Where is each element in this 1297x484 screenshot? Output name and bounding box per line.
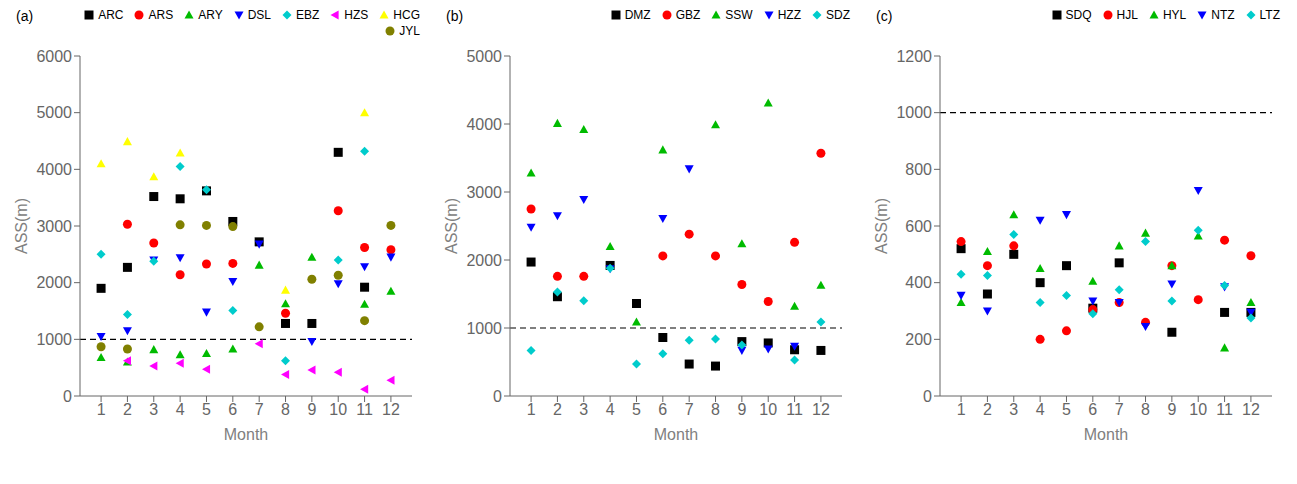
html-text:(a): (a) — [16, 8, 34, 24]
svg-text:6: 6 — [658, 401, 667, 418]
svg-text:6000: 6000 — [36, 48, 72, 65]
svg-text:Month: Month — [1084, 426, 1128, 443]
svg-text:0: 0 — [493, 388, 502, 405]
html-text:HZS: HZS — [344, 8, 369, 22]
svg-text:10: 10 — [759, 401, 777, 418]
svg-text:Month: Month — [224, 426, 268, 443]
svg-text:4: 4 — [1036, 401, 1045, 418]
svg-text:7: 7 — [255, 401, 264, 418]
svg-text:11: 11 — [1216, 401, 1233, 418]
html-text:NTZ: NTZ — [1211, 8, 1235, 22]
svg-text:8: 8 — [281, 401, 290, 418]
svg-text:6: 6 — [1088, 401, 1097, 418]
svg-text:11: 11 — [356, 401, 373, 418]
svg-text:800: 800 — [905, 161, 932, 178]
svg-text:3: 3 — [1009, 401, 1018, 418]
html-text:ARY: ARY — [198, 8, 223, 22]
html-text:(c): (c) — [876, 8, 893, 24]
html-text:SDQ: SDQ — [1065, 8, 1092, 22]
svg-text:5000: 5000 — [36, 104, 72, 121]
svg-text:9: 9 — [1167, 401, 1176, 418]
svg-text:2000: 2000 — [36, 274, 72, 291]
html-text:EBZ: EBZ — [296, 8, 320, 22]
svg-text:7: 7 — [685, 401, 694, 418]
svg-text:9: 9 — [307, 401, 316, 418]
svg-text:1000: 1000 — [896, 104, 932, 121]
svg-text:4: 4 — [606, 401, 615, 418]
svg-text:6: 6 — [228, 401, 237, 418]
html-text:DMZ: DMZ — [624, 8, 651, 22]
svg-text:4000: 4000 — [36, 161, 72, 178]
svg-text:3000: 3000 — [466, 184, 502, 201]
html-text:HCG: HCG — [393, 8, 420, 22]
svg-text:0: 0 — [63, 388, 72, 405]
html-text:ARC: ARC — [98, 8, 124, 22]
svg-text:4000: 4000 — [466, 116, 502, 133]
html-text:GBZ: GBZ — [675, 8, 701, 22]
svg-text:2: 2 — [983, 401, 992, 418]
svg-text:12: 12 — [382, 401, 400, 418]
svg-text:2000: 2000 — [466, 252, 502, 269]
svg-text:1: 1 — [957, 401, 966, 418]
svg-text:8: 8 — [1141, 401, 1150, 418]
svg-text:1000: 1000 — [36, 331, 72, 348]
svg-text:11: 11 — [786, 401, 803, 418]
svg-text:400: 400 — [905, 274, 932, 291]
svg-text:5: 5 — [632, 401, 641, 418]
html-text:HJL: HJL — [1116, 8, 1138, 22]
svg-text:9: 9 — [737, 401, 746, 418]
svg-text:12: 12 — [812, 401, 830, 418]
html-text:HZZ: HZZ — [777, 8, 801, 22]
svg-text:3000: 3000 — [36, 218, 72, 235]
svg-text:1: 1 — [527, 401, 536, 418]
svg-text:5000: 5000 — [466, 48, 502, 65]
svg-text:5: 5 — [1062, 401, 1071, 418]
svg-text:8: 8 — [711, 401, 720, 418]
svg-text:1: 1 — [97, 401, 106, 418]
svg-text:10: 10 — [1189, 401, 1207, 418]
html-text:SSW: SSW — [725, 8, 753, 22]
svg-text:12: 12 — [1242, 401, 1260, 418]
svg-text:2: 2 — [553, 401, 562, 418]
svg-text:600: 600 — [905, 218, 932, 235]
svg-text:3: 3 — [579, 401, 588, 418]
svg-text:5: 5 — [202, 401, 211, 418]
svg-text:1200: 1200 — [896, 48, 932, 65]
svg-text:0: 0 — [923, 388, 932, 405]
html-text:LTZ: LTZ — [1259, 8, 1280, 22]
svg-text:Month: Month — [654, 426, 698, 443]
svg-text:ASS(m): ASS(m) — [13, 198, 30, 254]
svg-text:ASS(m): ASS(m) — [873, 198, 890, 254]
svg-text:7: 7 — [1115, 401, 1124, 418]
html-text:ARS: ARS — [148, 8, 174, 22]
html-text:SDZ: SDZ — [826, 8, 850, 22]
html-text:JYL: JYL — [399, 24, 420, 38]
svg-text:3: 3 — [149, 401, 158, 418]
html-text:DSL: DSL — [247, 8, 271, 22]
svg-text:2: 2 — [123, 401, 132, 418]
svg-text:ASS(m): ASS(m) — [443, 198, 460, 254]
html-text:HYL: HYL — [1162, 8, 1187, 22]
svg-text:4: 4 — [176, 401, 185, 418]
svg-text:1000: 1000 — [466, 320, 502, 337]
html-text:(b): (b) — [446, 8, 464, 24]
svg-text:200: 200 — [905, 331, 932, 348]
svg-text:10: 10 — [329, 401, 347, 418]
